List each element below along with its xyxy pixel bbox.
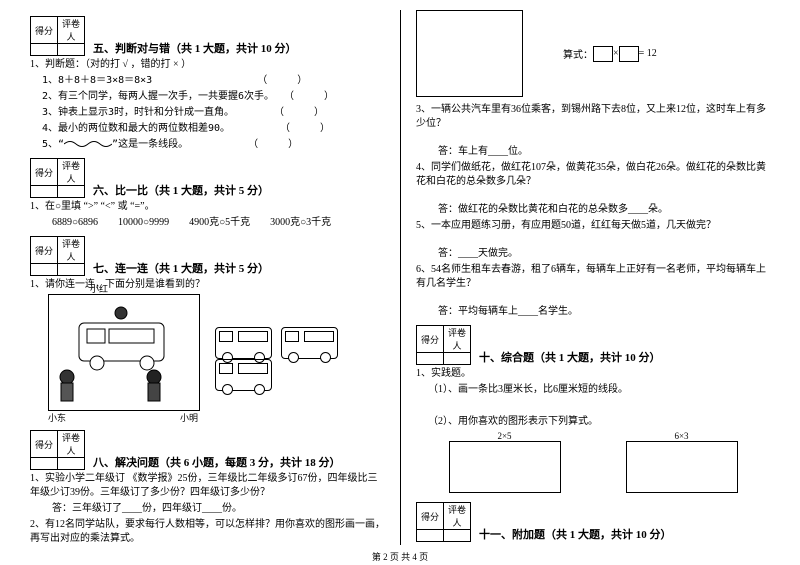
section8-title: 八、解决问题（共 6 小题，每题 3 分，共计 18 分） <box>93 454 341 470</box>
q5-1-3: 3、钟表上显示3时，时针和分针成一直角。 （ ） <box>42 106 385 120</box>
section6-title: 六、比一比（共 1 大题，共计 5 分） <box>93 182 269 198</box>
q8-1: 1、实验小学二年级订 《数学报》25份，三年级比二年级多订67份，四年级比三年级… <box>30 472 385 500</box>
van-option-2 <box>281 327 338 359</box>
formula-row: 算式： × = 12 <box>416 10 770 97</box>
score-box-5: 得分评卷人 五、判断对与错（共 1 大题，共计 10 分） <box>30 16 385 56</box>
section5-title: 五、判断对与错（共 1 大题，共计 10 分） <box>93 40 297 56</box>
left-column: 得分评卷人 五、判断对与错（共 1 大题，共计 10 分） 1、判断题：（对的打… <box>30 10 400 545</box>
van-options <box>212 327 385 391</box>
a8-4: 答：做红花的朵数比黄花和白花的总朵数多____朵。 <box>438 203 770 217</box>
q8-3: 3、一辆公共汽车里有36位乘客，到锡州路下去8位，又上来12位，这时车上有多少位… <box>416 103 770 131</box>
q8-6: 6、54名师生租车去春游，租了6辆车，每辆车上正好有一名老师，平均每辆车上有几名… <box>416 263 770 291</box>
expr-right: 6×3 <box>626 431 738 441</box>
scene-svg <box>49 295 199 410</box>
reviewer-cell <box>58 44 85 56</box>
q5-1-5: 5、“”这是一条线段。 （ ） <box>42 138 385 152</box>
q6-1: 1、在○里填 “>” “<” 或 “=”。 <box>30 200 385 214</box>
score-box-8: 得分评卷人 八、解决问题（共 6 小题，每题 3 分，共计 18 分） <box>30 430 385 470</box>
section7-title: 七、连一连（共 1 大题，共计 5 分） <box>93 260 269 276</box>
section10-title: 十、综合题（共 1 大题，共计 10 分） <box>479 349 661 365</box>
a8-6: 答：平均每辆车上____名学生。 <box>438 305 770 319</box>
expr-row: 2×5 6×3 <box>416 431 770 496</box>
score-box-7: 得分评卷人 七、连一连（共 1 大题，共计 5 分） <box>30 236 385 276</box>
q5-1-1: 1、8＋8＋8＝3×8＝8×3 （ ） <box>42 74 385 88</box>
q7-imgs: 小红 <box>30 294 385 424</box>
page: 得分评卷人 五、判断对与错（共 1 大题，共计 10 分） 1、判断题：（对的打… <box>0 0 800 545</box>
score-cell <box>31 44 58 56</box>
q10-1-1: （1）、画一条比3厘米长，比6厘米短的线段。 <box>428 383 770 397</box>
page-footer: 第 2 页 共 4 页 <box>0 550 800 563</box>
a8-3: 答：车上有____位。 <box>438 145 770 159</box>
eq-label: 算式： <box>563 46 593 61</box>
scene-box <box>48 294 200 411</box>
score-table: 得分评卷人 <box>30 158 85 198</box>
eq-box2 <box>619 46 639 62</box>
a8-5: 答：____天做完。 <box>438 247 770 261</box>
van-option-3 <box>215 359 272 391</box>
eq-tail: = 12 <box>639 48 657 59</box>
q7-1: 1、请你连一连，下面分别是谁看到的？ <box>30 278 385 292</box>
q8-4: 4、同学们做纸花，做红花107朵，做黄花35朵，做白花26朵。做红花的朵数比黄花… <box>416 161 770 189</box>
q5-1: 1、判断题：（对的打 √ ，错的打 × ） <box>30 58 385 72</box>
score-box-10: 得分评卷人 十、综合题（共 1 大题，共计 10 分） <box>416 325 770 365</box>
section11-title: 十一、附加题（共 1 大题，共计 10 分） <box>479 526 672 542</box>
q8-2: 2、有12名同学站队，要求每行人数相等，可以怎样排？用你喜欢的图形画一画，再写出… <box>30 518 385 546</box>
a8-1: 答：三年级订了____份，四年级订____份。 <box>52 502 385 516</box>
reviewer-label: 评卷人 <box>58 17 85 44</box>
score-table: 得分评卷人 <box>30 236 85 276</box>
eq-box1 <box>593 46 613 62</box>
q10-1-2: （2）、用你喜欢的图形表示下列算式。 <box>428 415 770 429</box>
q10-1: 1、实践题。 <box>416 367 770 381</box>
score-table: 得分评卷人 <box>416 502 471 542</box>
q8-5: 5、一本应用题练习册，有应用题50道，红红每天做5道，几天做完？ <box>416 219 770 233</box>
q6-row: 6889○6896 10000○9999 4900克○5千克 3000克○3千克 <box>52 216 385 230</box>
van-option-1 <box>215 327 272 359</box>
expr-left: 2×5 <box>449 431 561 441</box>
expr-box-left <box>449 441 561 493</box>
score-label: 得分 <box>31 17 58 44</box>
xiaoming-label: 小明 <box>180 411 198 424</box>
q5-1-2: 2、有三个同学，每两人握一次手，一共要握6次手。 （ ） <box>42 90 385 104</box>
draw-box <box>416 10 523 97</box>
score-box-11: 得分评卷人 十一、附加题（共 1 大题，共计 10 分） <box>416 502 770 542</box>
right-column: 算式： × = 12 3、一辆公共汽车里有36位乘客，到锡州路下去8位，又上来1… <box>400 10 770 545</box>
score-table: 得分评卷人 <box>416 325 471 365</box>
expr-box-right <box>626 441 738 493</box>
wave-icon <box>64 139 112 149</box>
xiaodong-label: 小东 <box>48 411 66 424</box>
score-table: 得分评卷人 <box>30 16 85 56</box>
q5-1-4: 4、最小的两位数和最大的两位数相差90。 （ ） <box>42 122 385 136</box>
score-table: 得分评卷人 <box>30 430 85 470</box>
score-box-6: 得分评卷人 六、比一比（共 1 大题，共计 5 分） <box>30 158 385 198</box>
